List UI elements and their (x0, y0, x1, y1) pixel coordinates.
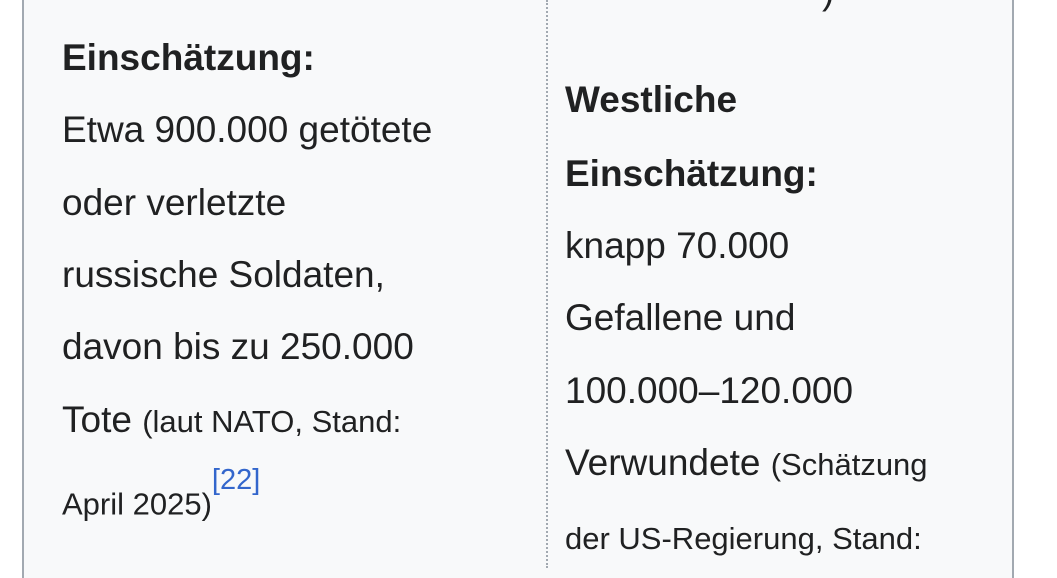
right-text: Verwundete (565, 442, 761, 483)
left-line: oder verletzte (62, 182, 287, 223)
left-note-end: April 2025) (62, 486, 212, 522)
right-note-line: der US-Regierung, Stand: (565, 521, 922, 556)
right-line: knapp 70.000 (565, 225, 790, 266)
right-line: 100.000–120.000 (565, 370, 854, 411)
left-heading: Einschätzung: (62, 37, 315, 78)
top-fragment: ) (822, 0, 834, 14)
right-heading: Einschätzung: (565, 153, 818, 194)
left-line: Etwa 900.000 getötete (62, 109, 433, 150)
right-line: Gefallene und (565, 297, 796, 338)
right-heading: Westliche (565, 79, 738, 120)
left-note-line: April 2025)[22] (62, 464, 260, 526)
reference-link[interactable]: [22] (211, 464, 261, 496)
right-note: (Schätzung (770, 447, 928, 482)
right-line-last: Verwundete (Schätzung (565, 441, 928, 487)
column-divider (546, 0, 548, 568)
left-note: (laut NATO, Stand: (142, 404, 402, 439)
left-line-last: Tote (laut NATO, Stand: (62, 398, 401, 444)
infobox-table (22, 0, 1014, 578)
left-text: Tote (62, 399, 132, 440)
left-line: davon bis zu 250.000 (62, 326, 414, 367)
left-line: russische Soldaten, (62, 254, 385, 295)
